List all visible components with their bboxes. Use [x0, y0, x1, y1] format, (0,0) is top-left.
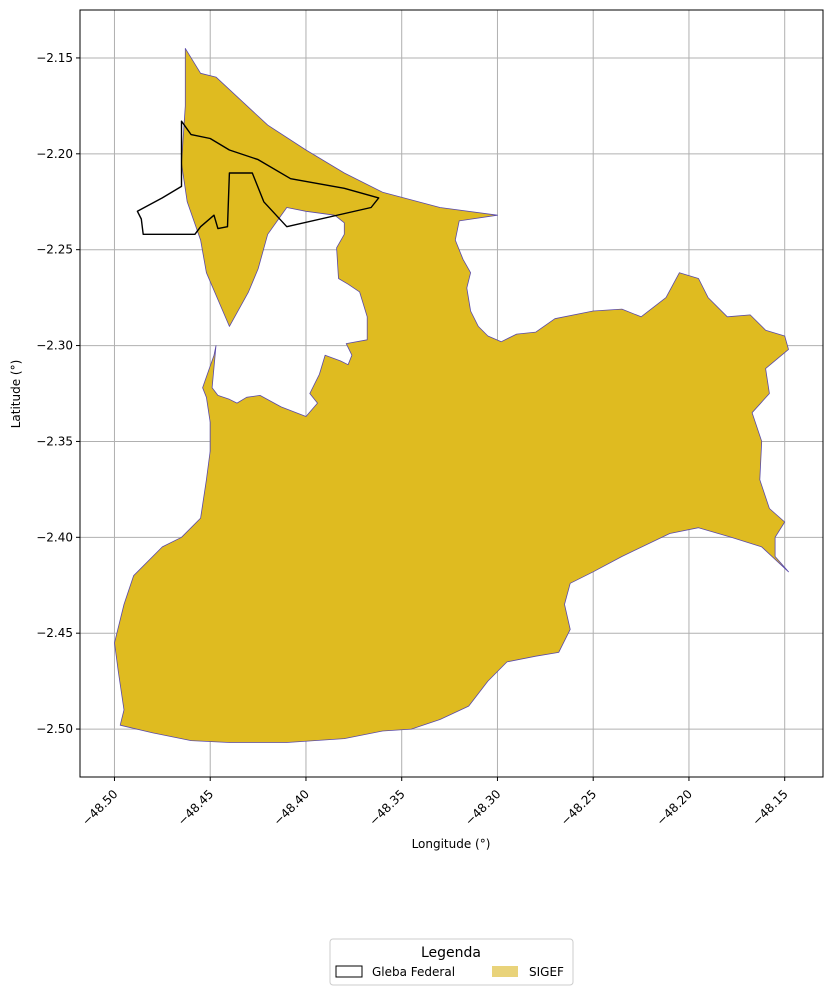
- gleba-federal-layer: [136, 120, 380, 235]
- legend-title: Legenda: [421, 945, 481, 961]
- plot-frame: [79, 9, 824, 778]
- x-axis-label: Longitude (°): [412, 837, 491, 851]
- sigef-polygon: [114, 48, 789, 743]
- gleba-federal-polygon: [136, 120, 380, 235]
- y-tick-label: −2.30: [36, 339, 73, 353]
- legend-gleba-federal-swatch: [335, 965, 363, 978]
- y-tick-label: −2.25: [36, 243, 73, 257]
- legend-sigef-label: SIGEF: [529, 965, 564, 979]
- y-tick-label: −2.20: [36, 147, 73, 161]
- y-tick-label: −2.50: [36, 722, 73, 736]
- y-tick-label: −2.40: [36, 530, 73, 544]
- y-tick-label: −2.15: [36, 51, 73, 65]
- y-tick-label: −2.45: [36, 626, 73, 640]
- legend: Legenda Gleba Federal SIGEF: [329, 938, 574, 986]
- y-axis-ticks: −2.15 −2.20 −2.25 −2.30 −2.35 −2.40 −2.45 −2.50: [36, 51, 80, 736]
- y-axis-label: Latitude (°): [9, 360, 23, 429]
- legend-gleba-federal-label: Gleba Federal: [372, 965, 455, 979]
- sigef-layer: [114, 48, 789, 743]
- y-tick-label: −2.35: [36, 434, 73, 448]
- legend-sigef-swatch: [492, 966, 518, 977]
